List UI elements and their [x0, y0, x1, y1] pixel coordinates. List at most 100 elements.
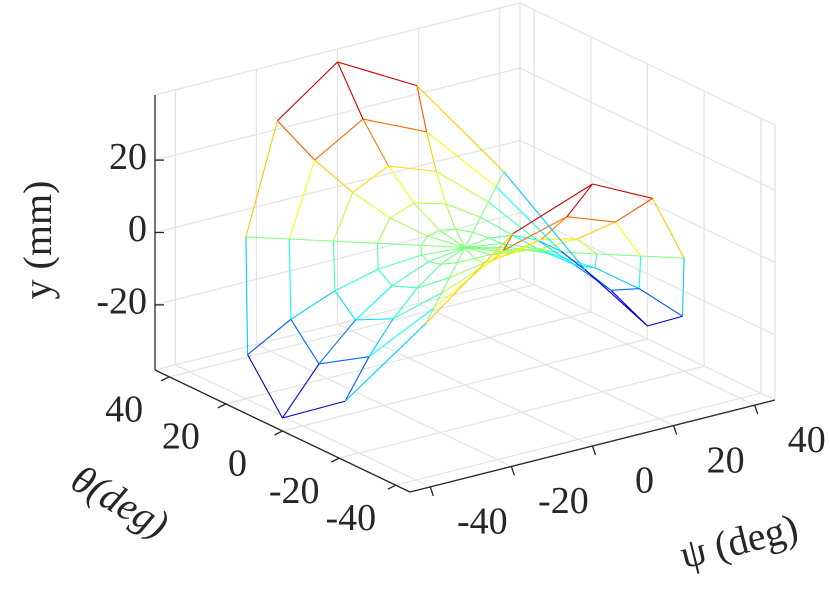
- y-tick: [217, 403, 227, 409]
- mesh-segment: [560, 250, 586, 271]
- mesh-segment: [427, 229, 440, 237]
- x-tick: [510, 466, 516, 476]
- mesh-segment: [488, 237, 502, 244]
- grid-line: [519, 67, 776, 191]
- mesh-segment: [594, 267, 640, 290]
- y-tick: [330, 457, 340, 463]
- mesh-segment: [425, 233, 514, 324]
- mesh-segment: [441, 277, 450, 294]
- x-tick-label: 0: [635, 460, 654, 502]
- mesh-segment: [537, 248, 553, 255]
- mesh-segment: [416, 85, 428, 132]
- mesh-segment: [464, 242, 502, 249]
- mesh-segment: [245, 236, 249, 355]
- mesh-segment: [368, 307, 435, 358]
- mesh-segment: [439, 229, 466, 248]
- mesh-segment: [440, 262, 458, 265]
- mesh-segment: [428, 246, 466, 263]
- mesh-segment: [445, 203, 456, 230]
- y-tick: [274, 430, 283, 436]
- mesh-segment: [440, 247, 466, 265]
- mesh-segment: [536, 239, 575, 266]
- mesh-segment: [282, 363, 320, 419]
- mesh-segment: [472, 217, 482, 233]
- mesh-segment: [480, 216, 514, 236]
- grid-line: [519, 212, 776, 336]
- mesh-segment: [501, 242, 539, 250]
- mesh-segment: [638, 288, 683, 317]
- mesh-segment: [536, 239, 562, 252]
- mesh-segment: [318, 356, 370, 365]
- mesh-segment: [426, 131, 497, 188]
- mesh-segment: [368, 318, 394, 357]
- mesh-segment: [314, 159, 354, 193]
- mesh-segment: [245, 120, 278, 238]
- z-tick-label: -20: [96, 281, 147, 323]
- mesh-segment: [455, 228, 473, 233]
- mesh-segment: [503, 216, 568, 251]
- mesh-segment: [464, 247, 476, 259]
- mesh-segment: [539, 248, 553, 253]
- mesh-segment: [445, 203, 481, 218]
- mesh-segment: [336, 61, 364, 120]
- mesh-segment: [502, 233, 514, 251]
- mesh-segment: [566, 183, 593, 218]
- mesh-segment: [449, 262, 485, 279]
- mesh-segment: [448, 262, 458, 278]
- mesh-segment: [584, 269, 648, 327]
- x-tick-label: 40: [788, 419, 826, 461]
- mesh-segment: [515, 248, 541, 253]
- mesh-segment: [352, 191, 391, 219]
- mesh-segment: [344, 322, 427, 402]
- grid-line: [169, 284, 535, 378]
- mesh-segment: [332, 192, 354, 242]
- mesh-segment: [426, 131, 437, 172]
- mesh-segment: [337, 61, 418, 87]
- mesh-segment: [480, 201, 489, 218]
- mesh-segment: [576, 238, 597, 255]
- mesh-segment: [640, 255, 685, 259]
- mesh-segment: [456, 247, 466, 263]
- mesh-segment: [388, 165, 437, 172]
- grid-line: [154, 67, 521, 161]
- mesh-segment: [594, 253, 598, 268]
- mesh-segment: [376, 243, 379, 270]
- mesh-segment: [592, 183, 653, 199]
- mesh-segment: [427, 235, 466, 249]
- mesh-segment: [413, 202, 440, 231]
- z-tick-label: 20: [109, 136, 147, 178]
- y-tick-label: 40: [105, 388, 143, 430]
- mesh-segment: [421, 254, 429, 263]
- mesh-segment: [464, 232, 474, 248]
- mesh-segment: [439, 228, 456, 231]
- y-tick: [387, 484, 397, 490]
- mesh-segment: [596, 253, 641, 257]
- grid-line: [395, 392, 761, 486]
- mesh-segment: [362, 118, 427, 133]
- grid-line: [154, 139, 521, 234]
- mesh-segment: [615, 197, 653, 223]
- mesh-segment: [488, 201, 538, 241]
- x-tick: [754, 404, 759, 415]
- mesh-segment: [495, 171, 505, 188]
- mesh-segment: [421, 246, 466, 256]
- mesh-segment: [276, 120, 316, 161]
- y-tick: [160, 376, 170, 382]
- grid-layer: [154, 2, 776, 488]
- mesh-segment: [389, 202, 415, 219]
- mesh-segment: [512, 234, 539, 250]
- x-tick: [591, 445, 597, 456]
- mesh-segment: [464, 246, 491, 256]
- mesh-segment: [474, 258, 485, 264]
- mesh-segment: [413, 202, 446, 205]
- mesh-segment: [420, 245, 423, 256]
- mesh-segment: [276, 61, 338, 122]
- y-tick-label: 20: [162, 416, 200, 458]
- x-axis-label: ψ (deg): [676, 505, 803, 578]
- mesh-segment: [433, 292, 443, 309]
- mesh-segment: [355, 285, 393, 321]
- y-tick-label: -20: [269, 470, 320, 512]
- mesh-segment: [566, 216, 616, 223]
